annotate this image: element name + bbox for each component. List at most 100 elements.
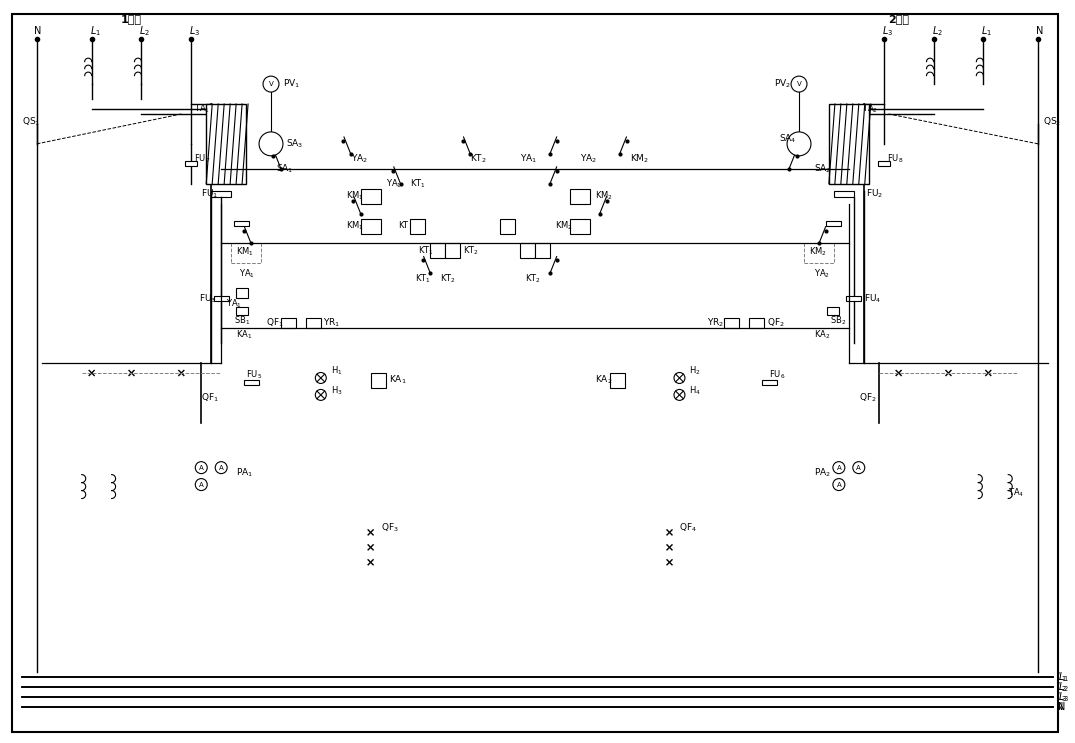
Text: KM$_2$: KM$_2$: [555, 219, 573, 232]
Text: A: A: [219, 464, 224, 470]
Text: QS$_2$: QS$_2$: [1043, 116, 1061, 129]
Text: PA$_2$: PA$_2$: [814, 467, 831, 479]
Text: YA$_2$: YA$_2$: [350, 152, 368, 165]
Text: $L_2$: $L_2$: [1056, 680, 1067, 694]
Circle shape: [259, 132, 283, 156]
Text: KT$_2$: KT$_2$: [525, 272, 541, 285]
Circle shape: [674, 389, 685, 400]
Text: FU$_7$: FU$_7$: [195, 152, 211, 165]
Text: $L_3$: $L_3$: [189, 25, 201, 38]
Text: $L_1$: $L_1$: [1058, 670, 1070, 684]
Text: FU$_2$: FU$_2$: [865, 187, 883, 200]
Bar: [535, 244, 550, 259]
Text: KM$_1$: KM$_1$: [236, 245, 254, 258]
Text: KT: KT: [399, 221, 408, 230]
Bar: [361, 218, 381, 233]
Text: YR$_2$: YR$_2$: [707, 317, 725, 329]
Bar: [762, 380, 776, 386]
Text: $L_1$: $L_1$: [89, 25, 101, 38]
Bar: [233, 221, 248, 226]
Text: SA$_1$: SA$_1$: [276, 163, 293, 175]
Text: KT$_1$: KT$_1$: [418, 244, 434, 256]
Bar: [877, 161, 890, 166]
Text: YA$_1$: YA$_1$: [239, 267, 255, 279]
Text: $L_3$: $L_3$: [882, 25, 893, 38]
Text: SA$_3$: SA$_3$: [286, 137, 303, 150]
Text: QF$_4$: QF$_4$: [679, 521, 698, 533]
Circle shape: [852, 461, 864, 473]
Text: $L_2$: $L_2$: [1058, 680, 1069, 694]
Bar: [749, 318, 764, 328]
Bar: [827, 308, 839, 315]
Text: N: N: [34, 26, 41, 36]
Circle shape: [787, 132, 811, 156]
Bar: [185, 161, 198, 166]
Text: A: A: [199, 464, 203, 470]
Text: FU$_4$: FU$_4$: [864, 292, 882, 305]
Text: QF$_1$: QF$_1$: [201, 392, 219, 404]
Text: 2电源: 2电源: [888, 14, 909, 25]
Text: FU$_3$: FU$_3$: [199, 292, 216, 305]
Text: SB$_1$: SB$_1$: [234, 315, 250, 328]
Text: KT$_2$: KT$_2$: [463, 244, 479, 256]
Text: TA$_4$: TA$_4$: [1008, 487, 1024, 499]
Bar: [236, 288, 248, 298]
Circle shape: [833, 478, 845, 490]
Text: YA$_1$: YA$_1$: [226, 297, 242, 310]
Text: N: N: [1036, 26, 1044, 36]
Text: KA$_1$: KA$_1$: [388, 374, 406, 386]
Text: YA$_2$: YA$_2$: [579, 152, 597, 165]
Text: PV$_1$: PV$_1$: [283, 78, 300, 91]
Text: QF$_2$: QF$_2$: [859, 392, 876, 404]
Text: KT$_2$: KT$_2$: [470, 152, 487, 165]
Text: H$_1$: H$_1$: [331, 365, 342, 377]
Text: YA$_1$: YA$_1$: [520, 152, 538, 165]
Text: $L_2$: $L_2$: [932, 25, 943, 38]
Text: PV$_2$: PV$_2$: [774, 78, 791, 91]
Text: KA$_2$: KA$_2$: [594, 374, 613, 386]
Text: KT$_1$: KT$_1$: [415, 272, 431, 285]
Bar: [829, 104, 869, 184]
Text: $L_3$: $L_3$: [1058, 690, 1070, 704]
Bar: [206, 104, 246, 184]
Text: $L_2$: $L_2$: [140, 25, 150, 38]
Text: FU$_6$: FU$_6$: [769, 369, 786, 381]
Bar: [846, 296, 861, 301]
Text: FU$_1$: FU$_1$: [201, 187, 218, 200]
Bar: [500, 218, 515, 233]
Bar: [371, 373, 386, 388]
Text: KT$_1$: KT$_1$: [411, 178, 427, 190]
Text: N: N: [1056, 701, 1063, 712]
Bar: [430, 244, 445, 259]
Text: SB$_2$: SB$_2$: [830, 315, 846, 328]
Text: QS$_1$: QS$_1$: [22, 116, 41, 129]
Circle shape: [674, 372, 685, 383]
Circle shape: [263, 76, 280, 92]
Text: YR$_1$: YR$_1$: [322, 317, 340, 329]
Text: YA$_2$: YA$_2$: [814, 267, 830, 279]
Text: QF$_1$: QF$_1$: [266, 317, 284, 329]
Bar: [361, 189, 381, 204]
Bar: [281, 318, 296, 328]
Text: A: A: [857, 464, 861, 470]
Bar: [244, 380, 259, 386]
Bar: [214, 296, 229, 301]
Text: H$_3$: H$_3$: [331, 385, 343, 398]
Text: PA$_1$: PA$_1$: [236, 467, 254, 479]
Bar: [610, 373, 625, 388]
Text: FU$_8$: FU$_8$: [887, 152, 903, 165]
Text: KM$_1$: KM$_1$: [346, 189, 363, 202]
Text: QF$_2$: QF$_2$: [768, 317, 785, 329]
Text: N: N: [1058, 701, 1065, 712]
Bar: [834, 191, 854, 197]
Text: KA$_1$: KA$_1$: [236, 329, 253, 341]
Bar: [725, 318, 740, 328]
Circle shape: [196, 461, 207, 473]
Bar: [570, 189, 590, 204]
Text: SA$_4$: SA$_4$: [779, 132, 797, 145]
Text: KM$_2$: KM$_2$: [809, 245, 827, 258]
Bar: [411, 218, 426, 233]
Text: H$_4$: H$_4$: [689, 385, 701, 398]
Text: A: A: [836, 464, 842, 470]
Text: V: V: [269, 81, 273, 87]
